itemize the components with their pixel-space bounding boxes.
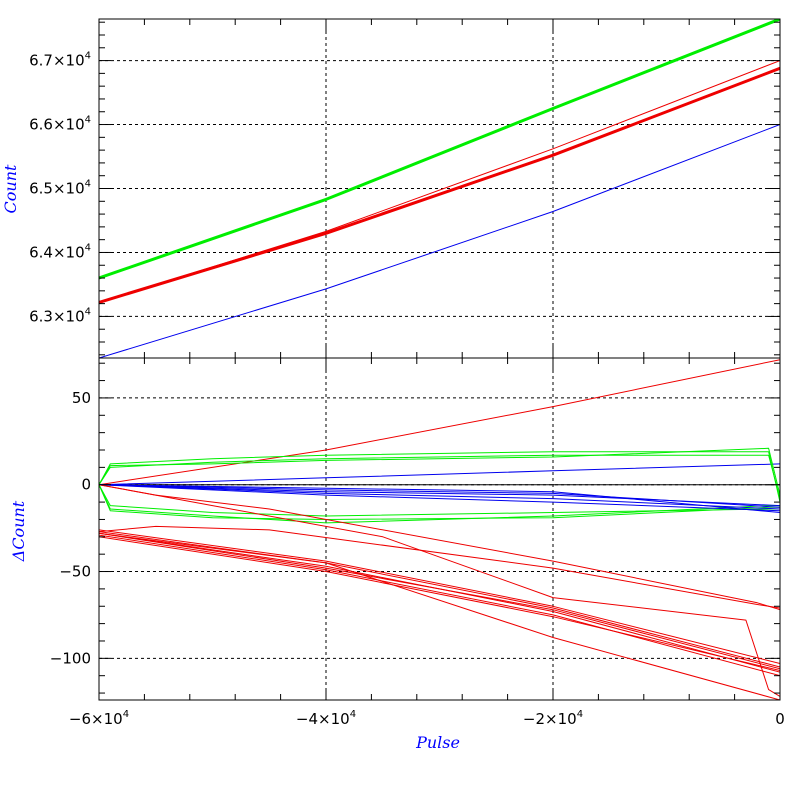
top-y-tick-label: 6.7×104	[29, 51, 91, 70]
x-tick-label: −4×104	[296, 709, 356, 728]
bottom-series-line	[99, 529, 780, 664]
bottom-series-line	[99, 484, 780, 524]
top-y-axis-title: Count	[1, 164, 20, 213]
bottom-y-tick-label: −50	[59, 563, 91, 581]
bottom-y-axis-title: ΔCount	[9, 500, 28, 562]
bottom-series-line	[99, 463, 780, 486]
top-series-line	[99, 19, 780, 280]
bottom-series-line	[99, 484, 780, 512]
bottom-series-line	[99, 454, 780, 499]
top-series-line	[99, 66, 780, 304]
bottom-y-tick-label: −100	[50, 649, 91, 667]
bottom-series-line	[99, 532, 780, 673]
top-y-tick-label: 6.3×104	[29, 306, 91, 325]
bottom-series-line	[99, 484, 780, 517]
top-series-group	[99, 19, 780, 358]
top-y-tick-label: 6.5×104	[29, 179, 91, 198]
bottom-series-line	[99, 484, 780, 510]
bottom-series-line	[99, 531, 780, 668]
x-tick-label: 0	[775, 710, 785, 728]
bottom-panel: 50 0 −50 −100 −6×104 −4×104 −2×104 0	[50, 357, 785, 728]
bottom-series-line	[99, 447, 780, 496]
bottom-series-line	[99, 525, 780, 609]
top-panel: 6.3×104 6.4×104 6.5×104 6.6×104 6.7×104	[29, 18, 781, 359]
top-y-tick-label: 6.4×104	[29, 242, 91, 261]
bottom-series-group	[99, 359, 780, 700]
bottom-series-line	[99, 359, 780, 486]
bottom-y-tick-label: 0	[81, 476, 91, 494]
bottom-series-line	[99, 451, 780, 503]
bottom-series-line	[99, 534, 780, 677]
bottom-series-line	[99, 532, 780, 700]
x-axis-title: Pulse	[415, 733, 460, 752]
top-series-line	[99, 124, 780, 358]
bottom-plot-frame	[98, 357, 781, 701]
bottom-y-tick-label: 50	[72, 389, 91, 407]
x-tick-label: −6×104	[69, 709, 129, 728]
bottom-series-line	[99, 532, 780, 670]
top-y-tick-label: 6.6×104	[29, 115, 91, 134]
top-series-line	[99, 60, 780, 303]
bottom-series-line	[99, 484, 780, 697]
bottom-series-line	[99, 484, 780, 507]
bottom-series-line	[99, 536, 780, 671]
x-tick-label: −2×104	[523, 709, 583, 728]
bottom-series-line	[99, 484, 780, 513]
